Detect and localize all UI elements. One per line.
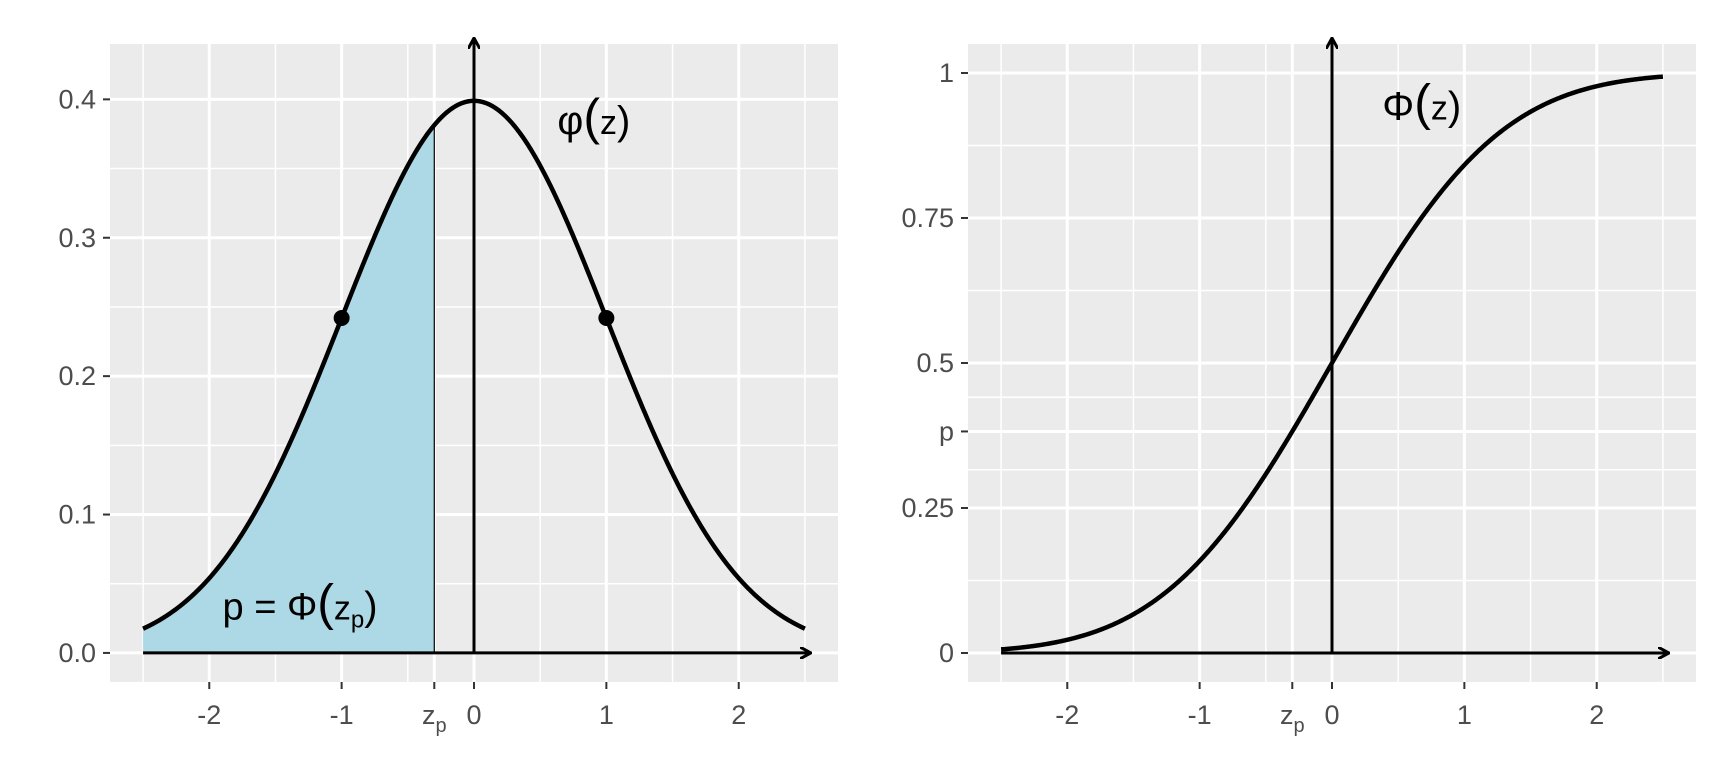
x-tick-label-main: z: [422, 700, 436, 730]
curve-label-close: ): [617, 99, 630, 143]
x-tick-label: 0: [466, 700, 481, 730]
curve-label: Φ(z): [1382, 74, 1461, 130]
x-tick-label: 1: [1457, 700, 1472, 730]
x-tick-label: -1: [1188, 700, 1212, 730]
area-label-open: (: [317, 575, 334, 631]
area-label: p = Φ(zp): [223, 575, 378, 634]
x-tick-label: -1: [330, 700, 354, 730]
x-tick-label: -2: [197, 700, 221, 730]
panel-1: -2 -1 zp 0 1 20.00.10.20.30.4 φ(z)p = Φ(zp): [58, 38, 838, 737]
x-tick-label: 2: [731, 700, 746, 730]
inflection-point: [333, 310, 350, 327]
x-tick-label-sub: p: [1293, 715, 1304, 737]
x-tick-label: zp: [1280, 700, 1305, 737]
curve-label-arg: z: [600, 104, 617, 142]
y-tick-label: 0.75: [901, 203, 954, 233]
area-label-sub: p: [351, 607, 364, 634]
curve-line: [1000, 74, 1664, 652]
y-tick-label: 0.5: [916, 348, 954, 378]
curve-label-open: (: [1414, 74, 1431, 130]
x-tick-label: 2: [1589, 700, 1604, 730]
area-label-main: p = Φ: [223, 587, 318, 629]
y-tick-label: 0.4: [58, 84, 96, 114]
area-label-arg: z: [334, 590, 351, 628]
y-tick-label: 0.25: [901, 493, 954, 523]
curve-label-symbol: φ: [557, 99, 583, 143]
y-tick-label: 0.0: [58, 638, 96, 668]
y-tick-label: p: [939, 416, 954, 446]
curve-label-arg: z: [1431, 89, 1448, 127]
y-tick-label: 0.1: [58, 500, 96, 530]
curve-label-close: ): [1448, 84, 1461, 128]
x-tick-label-main: z: [1280, 700, 1294, 730]
curve-label-symbol: Φ: [1382, 84, 1414, 128]
area-label-close: ): [364, 585, 377, 629]
curve-label-open: (: [583, 89, 600, 145]
x-tick-label: 1: [599, 700, 614, 730]
curve-label: φ(z): [557, 89, 630, 145]
inflection-point: [598, 310, 615, 327]
y-tick-label: 0: [939, 638, 954, 668]
y-tick-label: 1: [939, 58, 954, 88]
y-tick-label: 0.3: [58, 223, 96, 253]
x-tick-label: zp: [422, 700, 447, 737]
x-tick-label: 0: [1324, 700, 1339, 730]
x-tick-label: -2: [1055, 700, 1079, 730]
curve-line: [142, 98, 806, 631]
shaded-area: [143, 125, 435, 653]
x-tick-label-sub: p: [435, 715, 446, 737]
y-tick-label: 0.2: [58, 361, 96, 391]
